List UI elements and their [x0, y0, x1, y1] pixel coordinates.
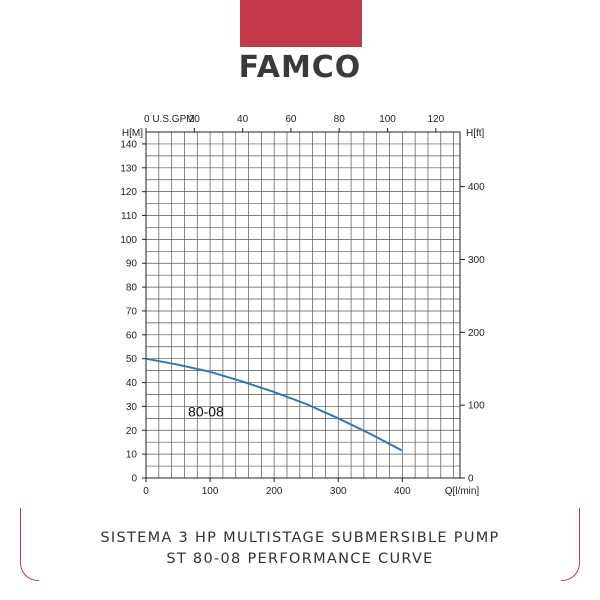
y2-tick-label: 400 [468, 182, 485, 193]
x-axis-label: Q[l/min] [445, 486, 480, 497]
y-axis-label: H[M] [122, 128, 143, 139]
y-tick-label: 0 [131, 474, 137, 485]
x2-tick-label: 40 [237, 114, 249, 125]
x-tick-label: 200 [266, 486, 283, 497]
x2-axis-label: 0 U.S.GPM [144, 114, 195, 125]
plot-frame [145, 131, 461, 479]
y-tick-label: 80 [126, 283, 138, 294]
y-tick-label: 100 [120, 235, 137, 246]
y-tick-label: 110 [121, 211, 137, 222]
y-tick-label: 30 [126, 402, 138, 413]
x-tick-label: 300 [330, 486, 347, 497]
y-tick-label: 10 [126, 450, 138, 461]
y-tick-label: 20 [126, 426, 138, 437]
famco-logo: FAMCO [0, 50, 600, 85]
y2-tick-label: 0 [468, 474, 474, 485]
x-tick-label: 0 [143, 486, 149, 497]
y2-tick-label: 200 [468, 328, 485, 339]
x-tick-label: 100 [202, 486, 219, 497]
x2-tick-label: 80 [334, 114, 346, 125]
x2-tick-label: 120 [428, 114, 445, 125]
logo-text: FAMCO [238, 50, 362, 85]
caption-line2: ST 80-08 PERFORMANCE CURVE [166, 551, 434, 567]
y2-axis-label: H[ft] [466, 128, 485, 139]
y-tick-label: 70 [126, 306, 138, 317]
y-tick-label: 40 [126, 378, 138, 389]
y2-tick-label: 100 [468, 401, 485, 412]
y2-tick-label: 300 [468, 255, 485, 266]
y-tick-label: 90 [126, 259, 138, 270]
x-tick-label: 400 [394, 486, 411, 497]
y-tick-label: 60 [126, 330, 138, 341]
top-banner [240, 0, 362, 47]
y-tick-label: 130 [120, 163, 137, 174]
y-tick-label: 50 [126, 354, 138, 365]
y-tick-label: 120 [120, 187, 137, 198]
series-line [145, 357, 403, 452]
x2-tick-label: 20 [189, 114, 201, 125]
x2-tick-label: 60 [285, 114, 297, 125]
caption-line1: SISTEMA 3 HP MULTISTAGE SUBMERSIBLE PUMP [100, 530, 500, 546]
y-tick-label: 140 [120, 139, 137, 150]
x2-tick-label: 100 [379, 114, 396, 125]
series-label: 80-08 [188, 404, 224, 420]
